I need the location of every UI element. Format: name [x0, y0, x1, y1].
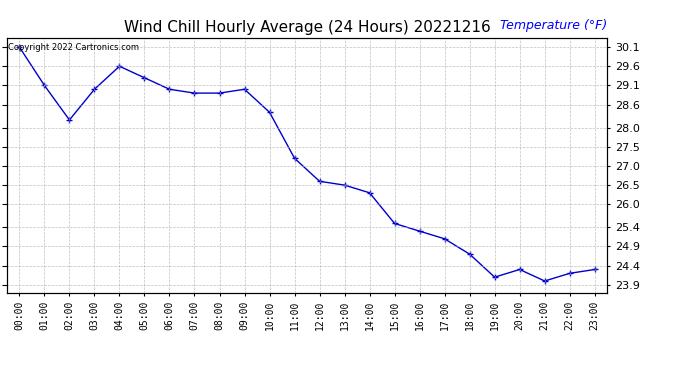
- Text: Copyright 2022 Cartronics.com: Copyright 2022 Cartronics.com: [8, 43, 139, 52]
- Text: Temperature (°F): Temperature (°F): [500, 20, 607, 32]
- Title: Wind Chill Hourly Average (24 Hours) 20221216: Wind Chill Hourly Average (24 Hours) 202…: [124, 20, 491, 35]
